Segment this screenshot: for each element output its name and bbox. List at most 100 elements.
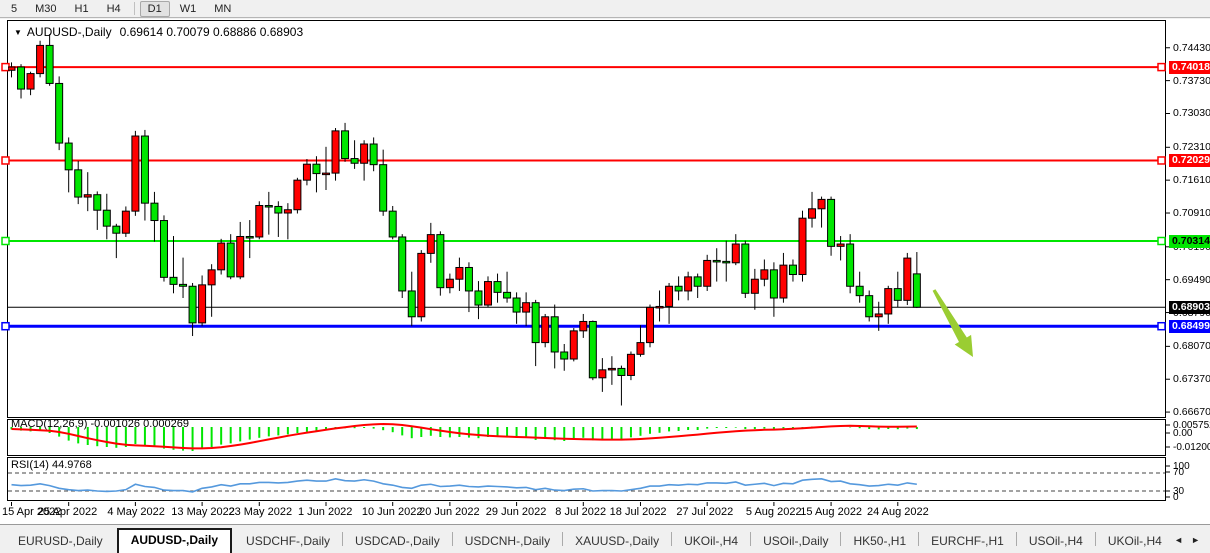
- candle-body: [903, 257, 912, 301]
- price-axis[interactable]: 0.74430 0.73730 0.73030 0.72310 0.71610 0.709…: [1167, 19, 1210, 524]
- candle-body: [665, 285, 674, 307]
- tab-separator: [562, 532, 564, 546]
- tab-separator: [1015, 532, 1017, 546]
- candle-body: [874, 313, 883, 318]
- chart-tab-bar: EURUSD-,Daily AUDUSD-,Daily USDCHF-,Daily U…: [0, 524, 1210, 553]
- tab-separator: [451, 532, 453, 546]
- candle-body: [217, 242, 226, 271]
- candle-body: [236, 235, 245, 278]
- chart-tab-eurchf-h1[interactable]: EURCHF-,H1: [931, 534, 1004, 548]
- candle-body: [226, 242, 235, 278]
- candle-body: [855, 285, 864, 297]
- candle-body: [522, 302, 531, 313]
- rsi-name: RSI(14): [11, 459, 49, 471]
- rsi-axis-label: 100: [1173, 461, 1190, 472]
- chart-tab-audusd-daily[interactable]: AUDUSD-,Daily: [116, 528, 233, 553]
- date-label: 8 Jul 2022: [555, 506, 607, 518]
- candle-body: [560, 351, 569, 360]
- candle-body: [140, 135, 149, 204]
- candle-body: [74, 169, 83, 198]
- candle-body: [712, 259, 721, 263]
- chart-tab-xauusd-daily[interactable]: XAUUSD-,Daily: [575, 534, 660, 548]
- candle-body: [674, 285, 683, 292]
- candle-body: [579, 320, 588, 332]
- timeframe-toolbar: 5 M30 H1 H4 D1 W1 MN: [0, 0, 1210, 18]
- time-axis[interactable]: 15 Apr 2022 25 Apr 2022 4 May 2022 13 May 2…: [0, 502, 1210, 524]
- timeframe-button-d1[interactable]: D1: [139, 0, 170, 17]
- chart-tab-usdcad-daily[interactable]: USDCAD-,Daily: [355, 534, 440, 548]
- chart-tab-hk50-h1[interactable]: HK50-,H1: [853, 534, 907, 548]
- candle-body: [474, 290, 483, 306]
- tab-scroll-right-icon[interactable]: ►: [1191, 535, 1200, 545]
- price-chart-svg[interactable]: [0, 19, 1210, 524]
- candle-body: [769, 269, 778, 299]
- candle-body: [274, 205, 283, 214]
- rsi-value: 44.9768: [51, 459, 92, 471]
- candle-body: [121, 210, 130, 234]
- chart-tab-usoil-daily[interactable]: USOil-,Daily: [763, 534, 829, 548]
- line-handle[interactable]: [1, 321, 10, 331]
- chart-title: ▼ AUDUSD-,Daily 0.69614 0.70079 0.68886 0.…: [14, 25, 303, 39]
- down-arrow-annotation[interactable]: [932, 289, 973, 357]
- line-handle[interactable]: [1, 236, 10, 246]
- line-handle[interactable]: [1, 62, 10, 72]
- price-badge: 0.68499: [1169, 319, 1210, 333]
- line-handle[interactable]: [1157, 62, 1166, 72]
- price-axis-label: 0.66670: [1173, 406, 1210, 419]
- chart-dropdown-icon[interactable]: ▼: [14, 28, 22, 37]
- chart-tab-eurusd-daily[interactable]: EURUSD-,Daily: [18, 534, 103, 548]
- candle-body: [626, 353, 635, 376]
- line-handle[interactable]: [1157, 236, 1166, 246]
- line-handle[interactable]: [1157, 321, 1166, 331]
- price-axis-label: 0.70910: [1173, 207, 1210, 220]
- candle-body: [445, 278, 454, 289]
- candle-body: [331, 130, 340, 174]
- chart-tab-usdchf-daily[interactable]: USDCHF-,Daily: [246, 534, 331, 548]
- candle-body: [722, 260, 731, 264]
- candle-body: [550, 316, 559, 353]
- candle-body: [741, 243, 750, 294]
- tab-scroll-buttons: ◄ ►: [1174, 535, 1210, 553]
- timeframe-button-m30[interactable]: M30: [35, 2, 57, 15]
- timeframe-button-mn[interactable]: MN: [214, 2, 232, 15]
- chart-tab-ukoil-h4[interactable]: UKOil-,H4: [1107, 534, 1162, 548]
- timeframe-button-w1[interactable]: W1: [179, 2, 197, 15]
- candle-body: [703, 259, 712, 287]
- candle-body: [64, 142, 73, 171]
- price-badge: 0.74018: [1169, 60, 1210, 74]
- candle-body: [379, 164, 388, 212]
- candle-body: [588, 320, 597, 379]
- timeframe-button-h1[interactable]: H1: [74, 2, 89, 15]
- date-label: 10 Jun 2022: [361, 506, 423, 518]
- macd-values: -0.001026 0.000269: [90, 418, 189, 430]
- candle-body: [102, 209, 111, 227]
- price-axis-label: 0.72310: [1173, 141, 1210, 154]
- chart-tab-ukoil-h4[interactable]: UKOil-,H4: [684, 534, 739, 548]
- candle-body: [341, 130, 350, 160]
- candle-body: [8, 66, 16, 71]
- chart-tab-usdcnh-daily[interactable]: USDCNH-,Daily: [464, 534, 551, 548]
- date-label: 15 Apr 2022: [2, 506, 62, 518]
- chart-tab-usoil-h4[interactable]: USOil-,H4: [1028, 534, 1083, 548]
- tab-scroll-left-icon[interactable]: ◄: [1174, 535, 1184, 545]
- timeframe-button-5[interactable]: 5: [11, 2, 18, 15]
- candle-body: [484, 281, 492, 306]
- candle-body: [493, 281, 502, 293]
- line-handle[interactable]: [1157, 156, 1166, 165]
- candle-body: [617, 367, 626, 376]
- rsi-panel-frame: [7, 457, 1166, 501]
- date-label: 20 Jun 2022: [419, 506, 480, 518]
- candle-body: [817, 198, 826, 210]
- rsi-axis-label: 30: [1173, 486, 1185, 497]
- candle-body: [417, 252, 426, 318]
- line-handle[interactable]: [1, 156, 10, 165]
- candle-body: [684, 276, 693, 292]
- candle-body: [283, 209, 292, 214]
- date-label: 1 Jun 2022: [297, 506, 353, 518]
- candle-body: [760, 269, 769, 280]
- candle-body: [512, 297, 521, 313]
- chart-area[interactable]: ▼ AUDUSD-,Daily 0.69614 0.70079 0.68886 0.…: [0, 19, 1210, 524]
- date-label: 25 Apr 2022: [37, 506, 98, 518]
- candle-body: [83, 194, 92, 198]
- timeframe-button-h4[interactable]: H4: [106, 2, 121, 15]
